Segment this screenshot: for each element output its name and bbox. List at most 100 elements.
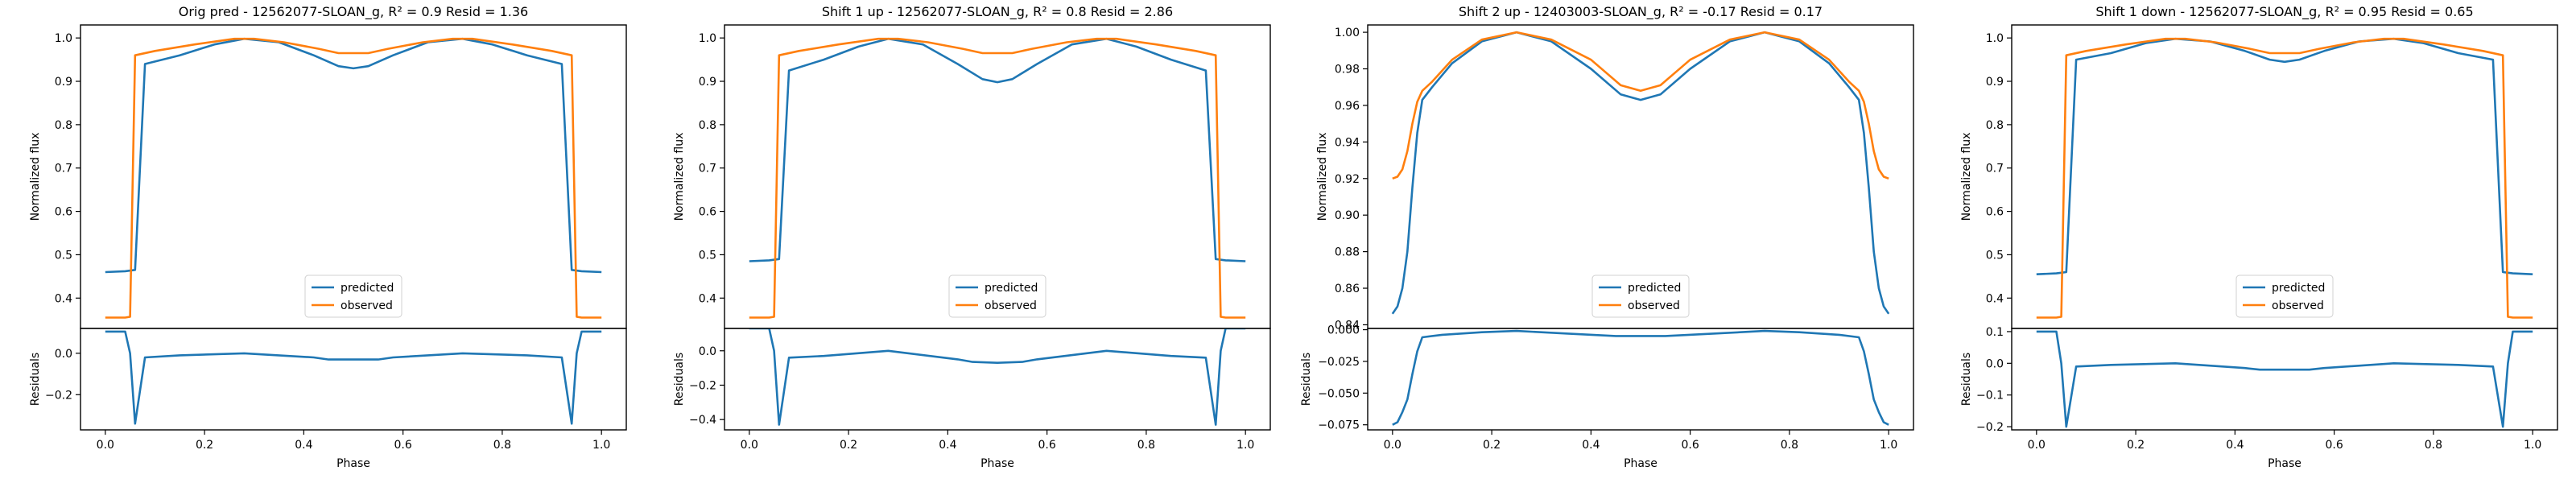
chart-1-legend-label-predicted: predicted bbox=[985, 282, 1038, 295]
chart-3-residual-frame bbox=[2011, 328, 2558, 431]
chart-3-flux-ytick-label: 1.0 bbox=[1986, 32, 2004, 45]
chart-0-residual-ytick-label: −0.2 bbox=[45, 389, 72, 402]
chart-2-residual-line-residual bbox=[1392, 329, 1889, 426]
chart-2-xlabel: Phase bbox=[1624, 457, 1657, 470]
chart-0-residual-axes: −0.2 0.0 Residuals 0.0 0.2 0.4 0.6 0.8 1.0 Phase bbox=[29, 328, 627, 470]
chart-3-xtick-label: 0.0 bbox=[2028, 439, 2046, 452]
chart-3-residual-ytick-label: −0.2 bbox=[1976, 421, 2004, 434]
chart-1-residual-ytick-label: −0.4 bbox=[689, 414, 716, 427]
chart-0-flux-ytick-label: 0.7 bbox=[55, 163, 72, 175]
chart-1-xtick-label: 0.2 bbox=[840, 439, 857, 452]
chart-2-residual-ytick-label: −0.075 bbox=[1318, 419, 1360, 432]
chart-0-flux-ytick-label: 0.4 bbox=[55, 292, 72, 305]
chart-1-flux-ytick-label: 0.8 bbox=[699, 119, 716, 132]
chart-1-xtick-label: 1.0 bbox=[1236, 439, 1254, 452]
chart-0-residual-ytick-label: 0.0 bbox=[55, 348, 72, 361]
chart-3-residual-axes: −0.2 −0.1 0.0 0.1 Residuals 0.0 0.2 0.4 0.6 0.8 1.… bbox=[1960, 326, 2558, 470]
chart-3-residual-ytick-label: −0.1 bbox=[1976, 390, 2004, 402]
chart-0-xtick-label: 0.4 bbox=[295, 439, 312, 452]
chart-2-residual-ytick-label: 0.000 bbox=[1327, 324, 1360, 337]
chart-3-residual-ytick-label: 0.1 bbox=[1986, 326, 2004, 339]
chart-2-flux-ytick-label: 0.92 bbox=[1335, 173, 1360, 186]
chart-1-residual-ytick-label: −0.2 bbox=[689, 379, 716, 392]
chart-2-series-line-predicted bbox=[1391, 31, 1890, 315]
chart-2-residual-ytick-label: −0.050 bbox=[1318, 387, 1360, 400]
chart-2-xtick-label: 0.2 bbox=[1483, 439, 1501, 452]
chart-2-xtick-label: 0.4 bbox=[1582, 439, 1600, 452]
chart-0-xtick-label: 0.6 bbox=[394, 439, 412, 452]
chart-3-legend-label-predicted: predicted bbox=[2272, 282, 2325, 295]
chart-2-legend-box bbox=[1591, 275, 1690, 318]
chart-1-flux-ylabel: Normalized flux bbox=[673, 133, 686, 221]
chart-2-xtick-label: 0.0 bbox=[1384, 439, 1402, 452]
chart-1-residual-ytick-label: 0.0 bbox=[699, 345, 716, 358]
chart-0-xlabel: Phase bbox=[336, 457, 370, 470]
chart-1-flux-ytick-label: 1.0 bbox=[699, 32, 716, 45]
chart-0-series-line-predicted bbox=[105, 37, 602, 274]
chart-3-xtick-label: 0.4 bbox=[2226, 439, 2244, 452]
chart-0-residual-frame bbox=[80, 328, 627, 431]
chart-0-flux-axes: 0.4 0.5 0.6 0.7 0.8 0.9 1.0 Normalized flux bbox=[29, 24, 627, 329]
chart-2-legend: predicted observed bbox=[1591, 275, 1690, 318]
chart-1-xtick-label: 0.4 bbox=[939, 439, 956, 452]
chart-2-flux-ytick-label: 0.98 bbox=[1335, 64, 1360, 76]
chart-1-flux-axes: 0.4 0.5 0.6 0.7 0.8 0.9 1.0 Normalized flux bbox=[673, 24, 1271, 329]
chart-2-flux-ylabel: Normalized flux bbox=[1316, 133, 1329, 221]
chart-2-xtick-label: 0.6 bbox=[1682, 439, 1699, 452]
chart-2-residual-frame bbox=[1367, 328, 1914, 431]
chart-1-xtick-label: 0.8 bbox=[1137, 439, 1155, 452]
chart-1-series-line-observed bbox=[749, 37, 1246, 319]
chart-3-residual-line-residual bbox=[2036, 330, 2533, 428]
chart-2-residual-ytick-label: −0.025 bbox=[1318, 356, 1360, 369]
chart-3-xlabel: Phase bbox=[2268, 457, 2301, 470]
chart-2-flux-ytick-label: 0.90 bbox=[1335, 209, 1360, 222]
chart-2-flux-ytick-label: 1.00 bbox=[1335, 27, 1360, 39]
chart-1-legend-label-observed: observed bbox=[985, 299, 1037, 312]
chart-3-series-line-observed bbox=[2036, 37, 2533, 319]
chart-2-series-line-observed bbox=[1392, 31, 1889, 180]
chart-3-xtick-label: 0.6 bbox=[2326, 439, 2343, 452]
chart-2-title: Shift 2 up - 12403003-SLOAN_g, R² = -0.1… bbox=[1459, 4, 1823, 20]
chart-0-legend: predicted observed bbox=[304, 275, 402, 318]
chart-3-residual-ylabel: Residuals bbox=[1960, 353, 1973, 406]
chart-3-legend: predicted observed bbox=[2235, 275, 2334, 318]
chart-0-flux-ylabel: Normalized flux bbox=[29, 133, 42, 221]
chart-1-flux-ytick-label: 0.6 bbox=[699, 206, 716, 219]
chart-2-flux-axes: 0.84 0.86 0.88 0.90 0.92 0.94 0.96 0.98 1.00 Norm… bbox=[1316, 24, 1914, 332]
chart-3-flux-ytick-label: 0.8 bbox=[1986, 119, 2004, 132]
chart-1-flux-ytick-label: 0.5 bbox=[699, 249, 716, 262]
chart-1-legend: predicted observed bbox=[948, 275, 1046, 318]
chart-0-flux-ytick-label: 0.9 bbox=[55, 76, 72, 89]
chart-0-flux-ytick-label: 0.8 bbox=[55, 119, 72, 132]
chart-2-residual-axes: −0.075 −0.050 −0.025 0.000 Residuals 0.0 0.2 0.… bbox=[1300, 324, 1914, 470]
chart-3-flux-axes: 0.4 0.5 0.6 0.7 0.8 0.9 1.0 Normalized flux bbox=[1960, 24, 2558, 329]
chart-3-flux-ytick-label: 0.7 bbox=[1986, 163, 2004, 175]
chart-3-legend-label-observed: observed bbox=[2272, 299, 2324, 312]
chart-0-title: Orig pred - 12562077-SLOAN_g, R² = 0.9 R… bbox=[179, 4, 528, 20]
chart-1-residual-line-residual bbox=[749, 328, 1246, 426]
chart-3-residual-ytick-label: 0.0 bbox=[1986, 357, 2004, 370]
chart-3-xtick-label: 1.0 bbox=[2524, 439, 2541, 452]
chart-2-flux-ytick-label: 0.96 bbox=[1335, 100, 1360, 113]
chart-0-legend-box bbox=[304, 275, 402, 318]
chart-1-series-line-predicted bbox=[749, 37, 1246, 262]
chart-3-flux-ylabel: Normalized flux bbox=[1960, 133, 1973, 221]
chart-3-flux-ytick-label: 0.4 bbox=[1986, 292, 2004, 305]
chart-1-legend-box bbox=[948, 275, 1046, 318]
chart-3-series-line-predicted bbox=[2036, 37, 2533, 275]
chart-3-flux-ytick-label: 0.6 bbox=[1986, 206, 2004, 219]
chart-0-flux-ytick-label: 0.6 bbox=[55, 206, 72, 219]
chart-0-xtick-label: 1.0 bbox=[592, 439, 610, 452]
chart-0-xtick-label: 0.8 bbox=[493, 439, 511, 452]
chart-2-xtick-label: 0.8 bbox=[1781, 439, 1798, 452]
chart-2-legend-label-predicted: predicted bbox=[1628, 282, 1681, 295]
chart-1-title: Shift 1 up - 12562077-SLOAN_g, R² = 0.8 … bbox=[822, 4, 1173, 20]
chart-2-residual-ylabel: Residuals bbox=[1300, 353, 1313, 406]
chart-1-residual-axes: −0.4 −0.2 0.0 Residuals 0.0 0.2 0.4 0.6 0.8 1.0 Ph… bbox=[673, 328, 1271, 470]
chart-2-xtick-label: 1.0 bbox=[1880, 439, 1897, 452]
chart-0-legend-label-predicted: predicted bbox=[341, 282, 394, 295]
chart-3-flux-ytick-label: 0.5 bbox=[1986, 249, 2004, 262]
chart-2-flux-ytick-label: 0.94 bbox=[1335, 136, 1360, 149]
chart-0-residual-ylabel: Residuals bbox=[29, 353, 42, 406]
